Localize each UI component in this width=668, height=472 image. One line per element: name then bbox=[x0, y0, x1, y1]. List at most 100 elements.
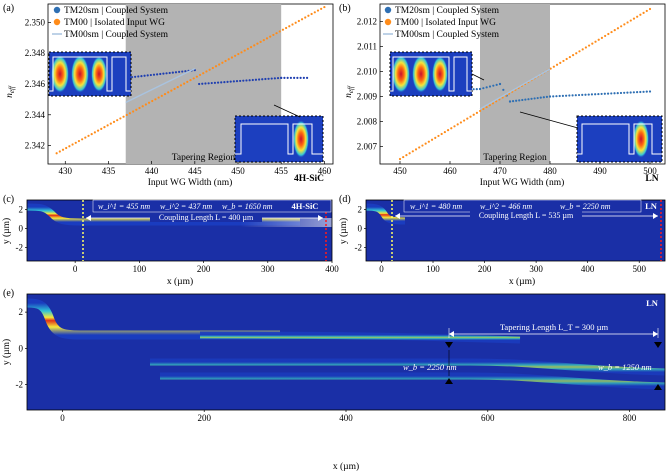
point-tm00-isolated bbox=[176, 86, 179, 89]
panel-b-inset-tm20 bbox=[389, 51, 485, 97]
point-tm00-isolated bbox=[304, 16, 307, 19]
point-tm00-isolated bbox=[269, 35, 272, 38]
ytick-label: 2.008 bbox=[357, 117, 378, 127]
point-tm00-isolated bbox=[288, 25, 291, 28]
xtick-label: 460 bbox=[318, 166, 332, 176]
panel-d-param-w1: w_i^1 = 480 nm bbox=[410, 202, 462, 211]
point-tm20-coupled bbox=[273, 77, 276, 80]
point-tm00-isolated bbox=[285, 26, 288, 30]
xtick-label: 100 bbox=[426, 264, 440, 274]
point-tm20-coupled bbox=[204, 82, 207, 85]
point-tm00-isolated bbox=[300, 18, 304, 21]
xtick-label: 200 bbox=[197, 413, 211, 423]
xtick-label: 100 bbox=[133, 264, 147, 274]
point-tm00-isolated bbox=[68, 145, 71, 148]
point-tm00-isolated bbox=[132, 110, 135, 113]
point-tm00-isolated bbox=[629, 19, 632, 22]
point-tm00-isolated bbox=[291, 23, 294, 26]
point-tm20-coupled bbox=[242, 79, 245, 82]
series-tm00-coupled bbox=[479, 68, 551, 110]
point-tm20-coupled bbox=[137, 75, 140, 78]
point-tm00-isolated bbox=[466, 117, 469, 120]
point-tm20-coupled bbox=[552, 95, 555, 98]
point-tm00-isolated bbox=[488, 104, 491, 107]
point-tm00-isolated bbox=[179, 84, 183, 87]
point-tm00-isolated bbox=[316, 9, 320, 12]
point-tm20-coupled bbox=[626, 91, 629, 94]
point-tm20-coupled bbox=[143, 74, 146, 77]
point-tm00-isolated bbox=[186, 80, 189, 83]
point-tm00-isolated bbox=[230, 56, 234, 59]
point-tm20-coupled bbox=[606, 92, 610, 95]
point-tm00-isolated bbox=[485, 105, 488, 109]
legend-b-tm00sm: TM00sm | Coupled System bbox=[395, 30, 500, 40]
panel-d-material: LN bbox=[645, 201, 658, 211]
point-tm20-coupled bbox=[492, 84, 495, 87]
panel-c-label: (c) bbox=[3, 194, 14, 205]
point-tm00-isolated bbox=[562, 59, 565, 63]
panel-e-width-marker-top-right bbox=[654, 342, 662, 348]
panel-e-input-fade bbox=[199, 331, 521, 344]
point-tm00-isolated bbox=[160, 94, 163, 97]
point-tm00-isolated bbox=[421, 144, 424, 147]
point-tm20-coupled bbox=[482, 87, 485, 90]
panel-a-label: (a) bbox=[3, 3, 14, 14]
ytick-label: 2 bbox=[19, 307, 24, 317]
point-tm20-coupled bbox=[299, 76, 302, 79]
point-tm00-isolated bbox=[424, 142, 427, 145]
xtick-label: 460 bbox=[443, 166, 457, 176]
point-tm00-isolated bbox=[613, 29, 616, 32]
point-tm00-isolated bbox=[475, 111, 479, 114]
point-tm00-isolated bbox=[437, 134, 440, 138]
point-tm20-coupled bbox=[527, 98, 530, 101]
point-tm00-isolated bbox=[135, 108, 138, 111]
point-tm00-isolated bbox=[411, 150, 414, 153]
panel-a-tapering-label: Tapering Region bbox=[172, 153, 236, 163]
ytick-label: 2.011 bbox=[357, 42, 377, 52]
point-tm00-isolated bbox=[109, 122, 112, 125]
point-tm20-coupled bbox=[472, 88, 475, 91]
panel-c-xlabel: x (µm) bbox=[167, 276, 193, 287]
panel-e-ylabel: y (µm) bbox=[1, 339, 12, 365]
ytick-label: -2 bbox=[16, 380, 24, 390]
point-tm20-coupled bbox=[270, 77, 273, 80]
panel-e-taper-length: Tapering Length L_T = 300 µm bbox=[500, 322, 609, 332]
point-tm20-coupled bbox=[587, 93, 590, 96]
point-tm00-isolated bbox=[313, 11, 316, 14]
point-tm00-isolated bbox=[214, 65, 218, 68]
panel-c-coupling-length: Coupling Length L = 400 µm bbox=[159, 213, 254, 222]
point-tm20-coupled bbox=[518, 99, 521, 102]
point-tm00-isolated bbox=[310, 12, 313, 16]
ytick-label: 2.012 bbox=[357, 17, 377, 27]
xtick-label: 200 bbox=[478, 264, 492, 274]
point-tm20-coupled bbox=[226, 80, 229, 83]
panel-e-label: (e) bbox=[3, 288, 14, 299]
panel-c: (c) w_i^1 = 455 nm w_i^2 = 437 nm w_b = … bbox=[1, 194, 339, 287]
point-tm00-isolated bbox=[61, 148, 65, 151]
point-tm00-isolated bbox=[202, 72, 205, 75]
panel-a-material: 4H-SiC bbox=[294, 174, 324, 184]
xtick-label: 400 bbox=[339, 413, 353, 423]
ytick-label: 2 bbox=[19, 205, 24, 215]
panel-b: (b) Tapering Region 450 460 470 480 490 500 2.… bbox=[339, 3, 666, 188]
point-tm20-coupled bbox=[530, 97, 533, 100]
point-tm00-isolated bbox=[240, 51, 243, 54]
point-tm00-isolated bbox=[262, 39, 265, 42]
point-tm20-coupled bbox=[134, 75, 137, 78]
panel-d-ylabel: y (µm) bbox=[338, 218, 349, 244]
point-tm20-coupled bbox=[296, 76, 299, 79]
legend-tm20-marker bbox=[53, 6, 61, 14]
panel-b-inset-tm00 bbox=[519, 111, 663, 163]
xtick-label: 500 bbox=[632, 264, 646, 274]
panel-e-bus-1 bbox=[150, 358, 666, 376]
point-tm20-coupled bbox=[305, 76, 309, 79]
point-tm20-coupled bbox=[159, 72, 162, 76]
point-tm20-coupled bbox=[555, 95, 558, 98]
panel-d-coupling-length: Coupling Length L = 535 µm bbox=[479, 211, 574, 220]
panel-c-input-beam bbox=[26, 203, 300, 226]
point-tm20-coupled bbox=[181, 70, 184, 73]
xtick-label: 300 bbox=[529, 264, 543, 274]
point-tm00-isolated bbox=[610, 30, 613, 34]
point-tm00-isolated bbox=[112, 120, 116, 124]
point-tm00-isolated bbox=[405, 154, 408, 157]
